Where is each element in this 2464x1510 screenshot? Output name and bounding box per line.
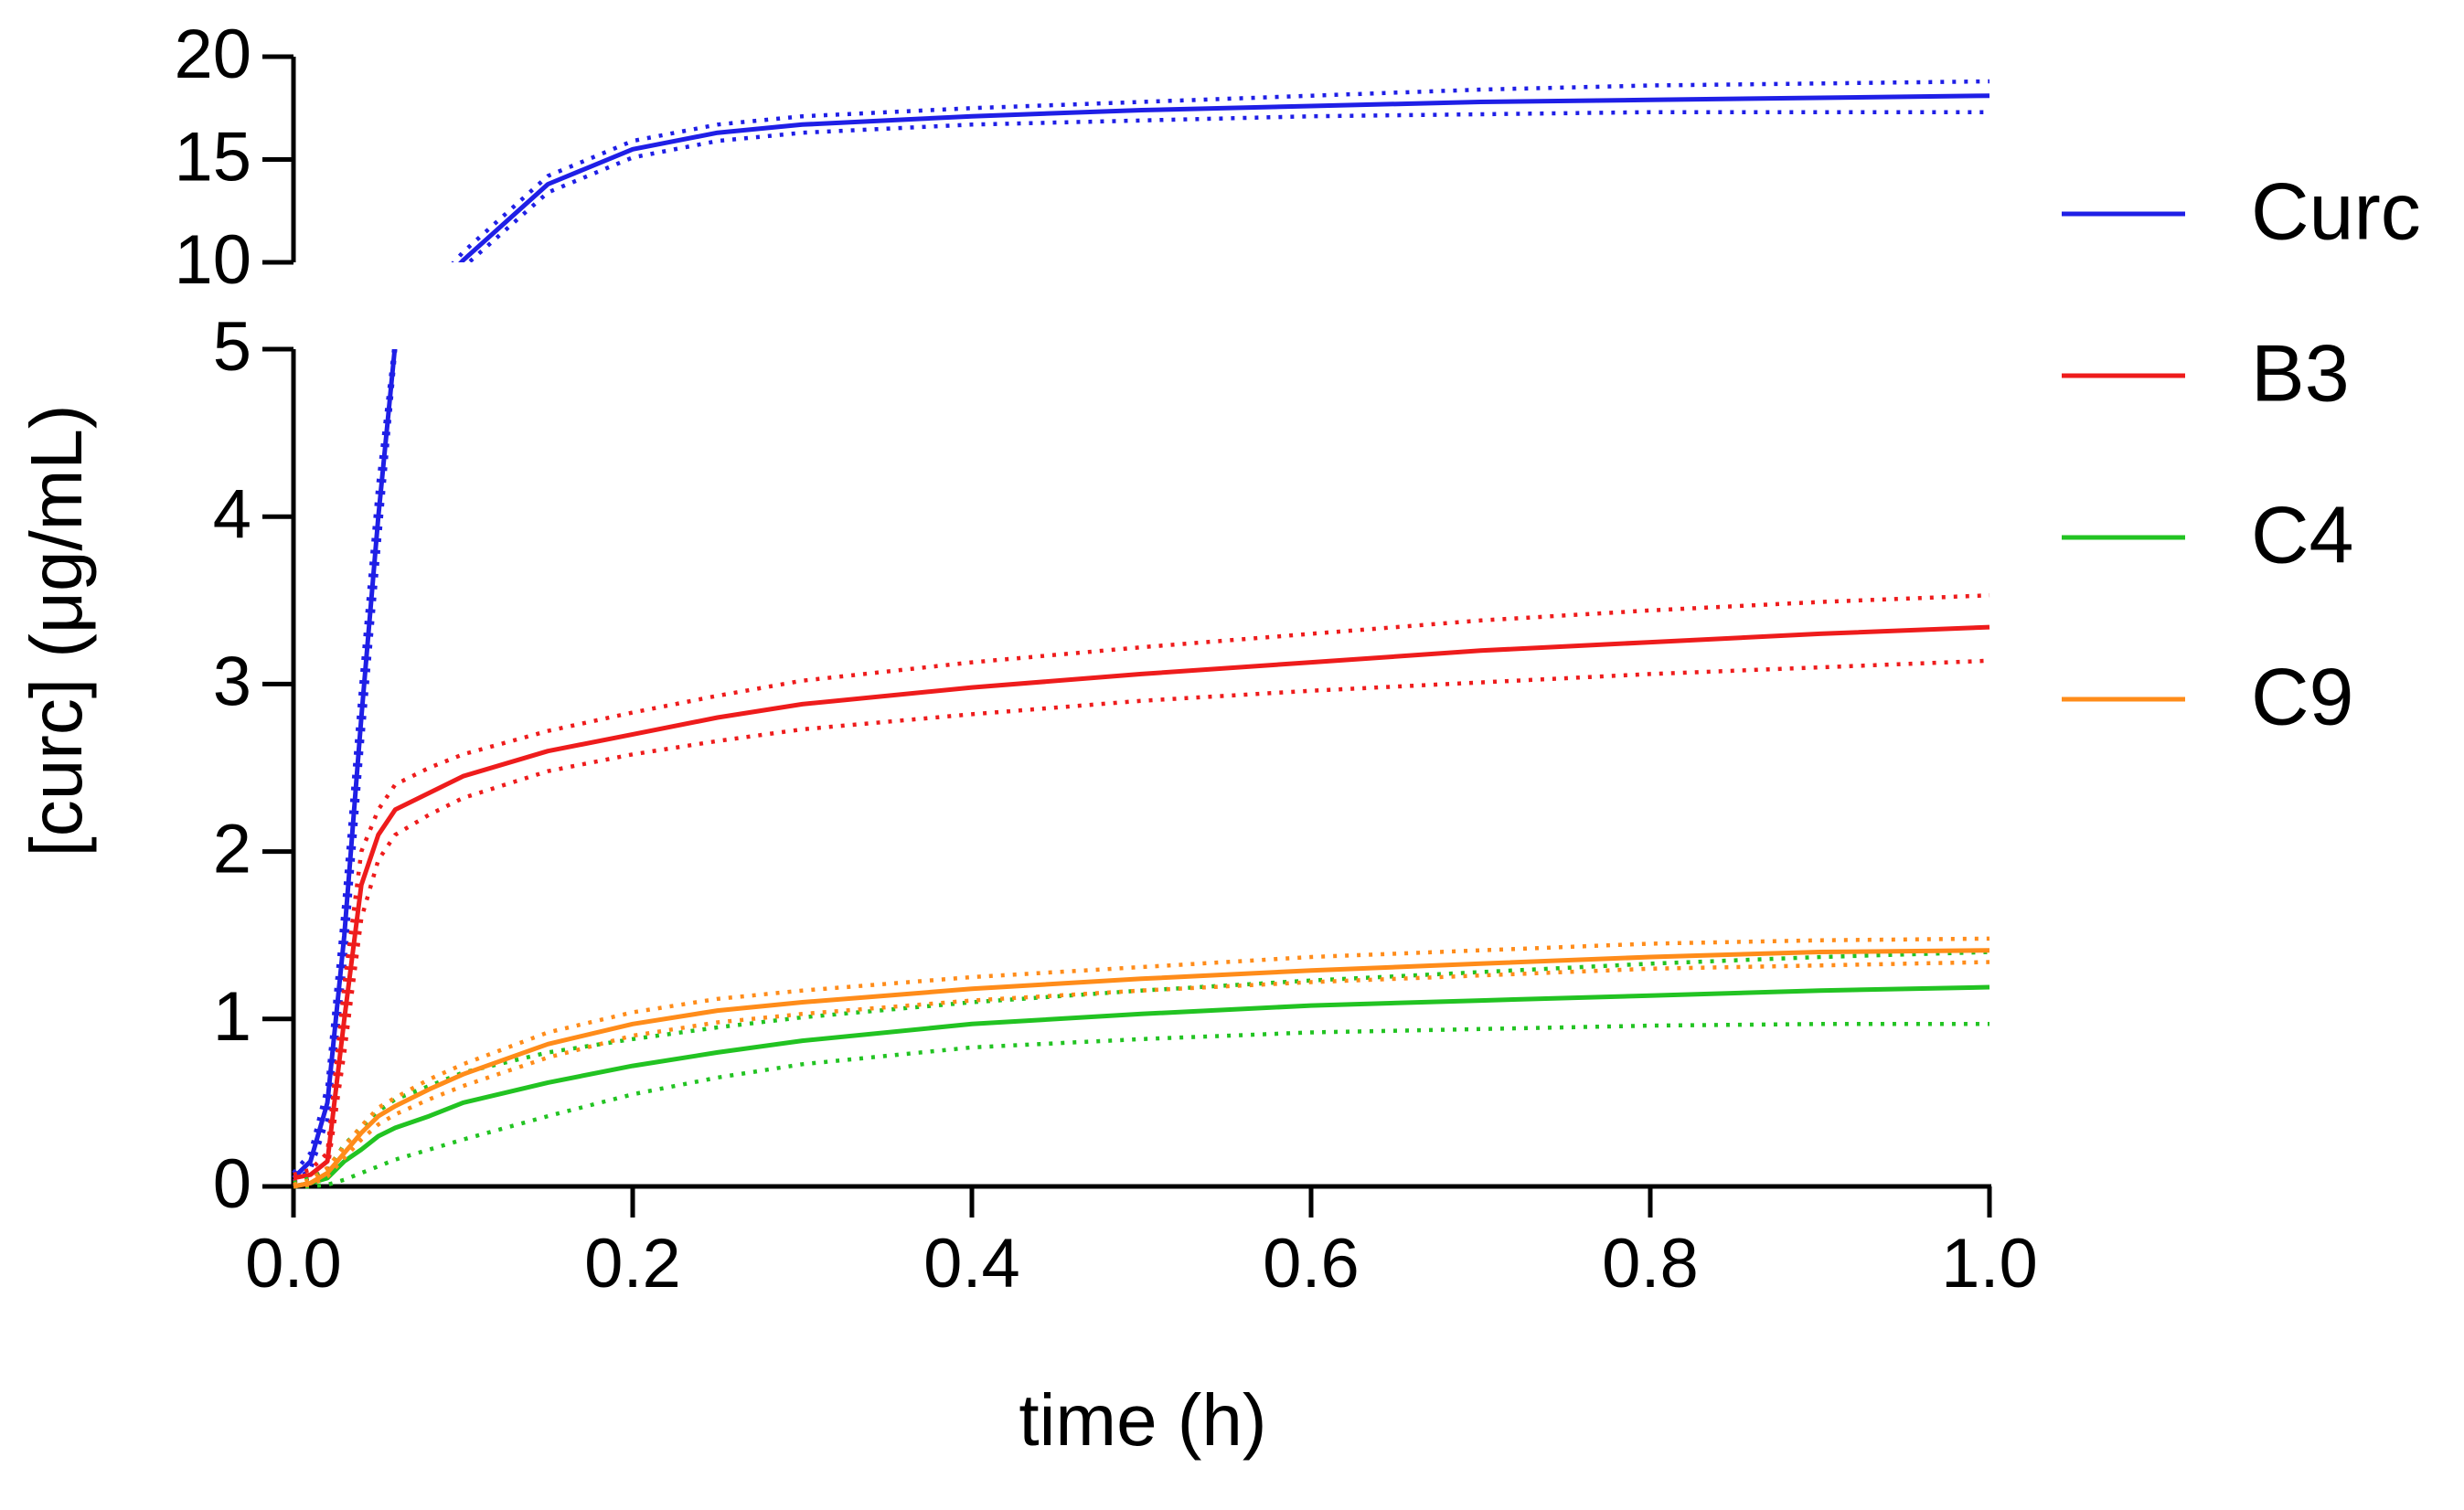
y-tick-label: 2: [213, 811, 251, 888]
confidence-band-line: [293, 1022, 1989, 1189]
y-tick-label: 4: [213, 475, 251, 553]
confidence-band-line: [292, 79, 1990, 1175]
series-line: [293, 948, 1990, 1189]
confidence-band-line: [292, 110, 1989, 1184]
legend-label: C4: [2251, 489, 2354, 580]
x-tick-label: 0.6: [1263, 1225, 1360, 1303]
confidence-band-line: [293, 960, 1990, 1189]
x-axis-title: time (h): [1019, 1379, 1266, 1461]
confidence-band-line: [293, 658, 1990, 1184]
x-tick-label: 0.0: [245, 1225, 342, 1303]
series-line: [293, 984, 1990, 1189]
legend-label: C9: [2251, 651, 2354, 741]
y-tick-label: 1: [213, 978, 251, 1056]
series-line: [292, 93, 1990, 1180]
plot-area: [292, 79, 1990, 1189]
x-tick-label: 0.4: [923, 1225, 1020, 1303]
y-tick-label: 10: [174, 221, 251, 299]
confidence-band-line: [293, 950, 1990, 1186]
y-tick-label: 15: [174, 119, 251, 197]
y-tick-label: 3: [213, 643, 251, 720]
x-tick-label: 0.2: [584, 1225, 681, 1303]
y-tick-label: 0: [213, 1145, 251, 1223]
x-tick-label: 1.0: [1941, 1225, 2038, 1303]
y-axis-title: [curc] (μg/mL): [16, 404, 97, 856]
y-tick-label: 20: [174, 16, 251, 93]
y-tick-label: 5: [213, 308, 251, 386]
series-line: [293, 624, 1990, 1181]
x-tick-label: 0.8: [1602, 1225, 1699, 1303]
legend-label: Curc: [2251, 165, 2421, 256]
legend-label: B3: [2251, 327, 2350, 418]
confidence-band-line: [293, 936, 1990, 1187]
confidence-band-line: [293, 593, 1990, 1177]
